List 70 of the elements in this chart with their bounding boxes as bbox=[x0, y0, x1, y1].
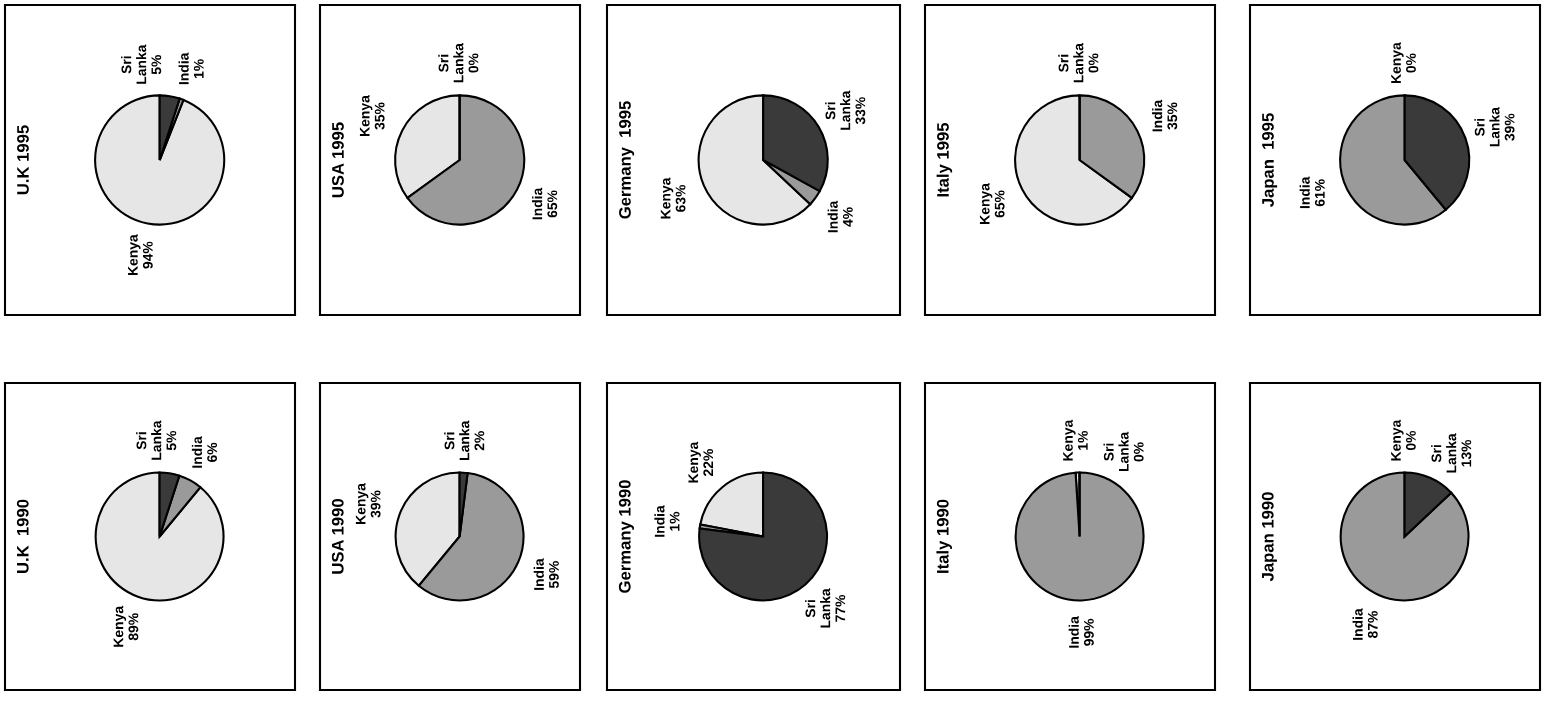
slice-label: India bbox=[533, 558, 544, 590]
text: Italy 1995 bbox=[936, 122, 953, 197]
data-label: 22% bbox=[703, 449, 714, 476]
data-label: 33% bbox=[855, 97, 866, 125]
data-label: 39% bbox=[370, 490, 381, 518]
text: 0% bbox=[1406, 53, 1416, 73]
slice-label: Kenya bbox=[688, 441, 701, 483]
slice-label: India bbox=[827, 200, 838, 233]
data-label: 2% bbox=[474, 431, 485, 451]
category-label: Sri Lanka bbox=[1103, 431, 1129, 472]
text: U.K 1995 bbox=[17, 125, 29, 195]
slice-label: Kenya bbox=[660, 177, 674, 219]
text: 0% bbox=[1405, 430, 1416, 451]
category-label: Kenya bbox=[1391, 419, 1404, 461]
data-label: 6% bbox=[207, 442, 218, 462]
slice-label: Kenya bbox=[359, 95, 373, 136]
data-label: 1% bbox=[1077, 430, 1088, 450]
data-label: 35% bbox=[1167, 102, 1178, 130]
slice-label: Kenya bbox=[1063, 419, 1076, 461]
slice-label: Sri Lanka bbox=[136, 420, 162, 460]
slice-label: Sri Lanka bbox=[444, 420, 470, 460]
slice-label: Kenya bbox=[355, 483, 369, 524]
slice-label: Kenya bbox=[979, 183, 993, 224]
text: USA 1990 bbox=[331, 499, 344, 574]
slice-label: Kenya bbox=[128, 234, 141, 276]
text: Italy 1990 bbox=[936, 499, 952, 573]
data-label: 1% bbox=[669, 511, 680, 531]
slice-label: India bbox=[1152, 99, 1163, 132]
slice-label: India bbox=[1299, 176, 1310, 209]
text: U.K 1990 bbox=[16, 499, 29, 574]
data-label: 65% bbox=[547, 190, 558, 218]
slice-label: India bbox=[178, 52, 189, 85]
slice-label: Sri Lanka bbox=[825, 90, 851, 130]
text: 0% bbox=[468, 53, 479, 73]
category-label: Kenya bbox=[1391, 42, 1404, 84]
slice-label: India bbox=[191, 436, 203, 468]
slice-label: Sri Lanka bbox=[805, 588, 831, 628]
data-label: 59% bbox=[549, 561, 559, 589]
category-label: Sri Lanka bbox=[1058, 42, 1084, 83]
data-label: 87% bbox=[1367, 611, 1378, 639]
data-label: 63% bbox=[675, 184, 686, 212]
text: Germany 1995 bbox=[619, 101, 635, 219]
category-label: Sri Lanka bbox=[438, 42, 464, 83]
text: Japan 1995 bbox=[1262, 113, 1278, 207]
data-label: 77% bbox=[835, 594, 846, 622]
data-label: 61% bbox=[1314, 179, 1325, 207]
data-label: 1% bbox=[193, 59, 204, 79]
data-label: 39% bbox=[1504, 113, 1515, 141]
slice-label: India bbox=[1068, 616, 1079, 648]
slice-label: Sri Lanka bbox=[1431, 433, 1457, 473]
text: Germany 1990 bbox=[618, 480, 634, 593]
slice-label: Sri Lanka bbox=[121, 44, 147, 84]
slice-label: Sri Lanka bbox=[1474, 107, 1500, 147]
text: 0% bbox=[1088, 53, 1099, 73]
data-label: 99% bbox=[1083, 618, 1094, 646]
slice-label: India bbox=[654, 505, 665, 537]
data-label: 5% bbox=[166, 430, 177, 451]
data-label: 4% bbox=[842, 207, 853, 227]
data-label: 94% bbox=[142, 241, 153, 269]
data-label: 5% bbox=[151, 54, 162, 75]
slice-label: India bbox=[1352, 608, 1363, 640]
text: Japan 1990 bbox=[1261, 492, 1277, 582]
data-label: 89% bbox=[128, 613, 139, 641]
text: 0% bbox=[1133, 442, 1144, 462]
text: USA 1995 bbox=[332, 122, 344, 198]
data-label: 13% bbox=[1461, 439, 1472, 467]
data-label: 65% bbox=[994, 190, 1005, 218]
slice-label: India bbox=[532, 187, 543, 220]
data-label: 35% bbox=[374, 102, 385, 130]
slice-label: Kenya bbox=[113, 605, 127, 647]
